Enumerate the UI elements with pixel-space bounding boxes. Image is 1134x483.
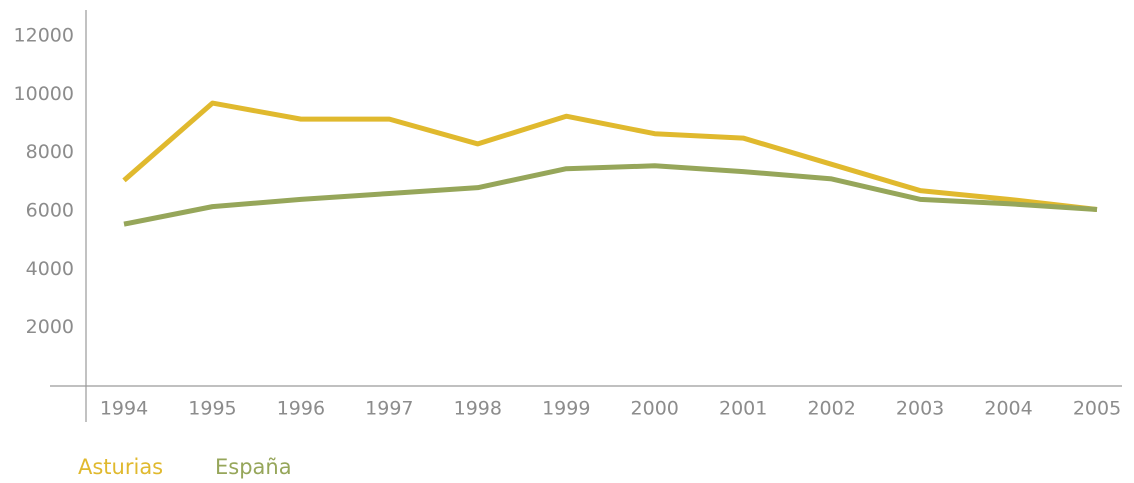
legend-entry: Asturias <box>78 455 163 479</box>
line-series <box>122 100 1098 213</box>
x-tick-label: 2000 <box>631 398 679 420</box>
line-series <box>123 163 1098 227</box>
x-tick-label: 1996 <box>277 398 325 420</box>
x-tick-label: 1999 <box>542 398 590 420</box>
y-tick-label: 10000 <box>14 83 74 105</box>
y-tick-label: 12000 <box>14 25 74 47</box>
y-tick-label: 4000 <box>26 258 74 280</box>
x-tick-label: 2001 <box>719 398 767 420</box>
x-tick-label: 1997 <box>365 398 413 420</box>
legend-entry: España <box>215 455 292 479</box>
x-tick-label: 1994 <box>100 398 148 420</box>
y-tick-label: 8000 <box>26 141 74 163</box>
y-tick-label: 2000 <box>26 316 74 338</box>
x-tick-label: 1995 <box>188 398 236 420</box>
x-tick-label: 2002 <box>807 398 855 420</box>
y-tick-label: 6000 <box>26 200 74 222</box>
x-tick-label: 2003 <box>896 398 944 420</box>
x-tick-label: 1998 <box>454 398 502 420</box>
x-tick-label: 2004 <box>984 398 1032 420</box>
x-tick-label: 2005 <box>1073 398 1121 420</box>
